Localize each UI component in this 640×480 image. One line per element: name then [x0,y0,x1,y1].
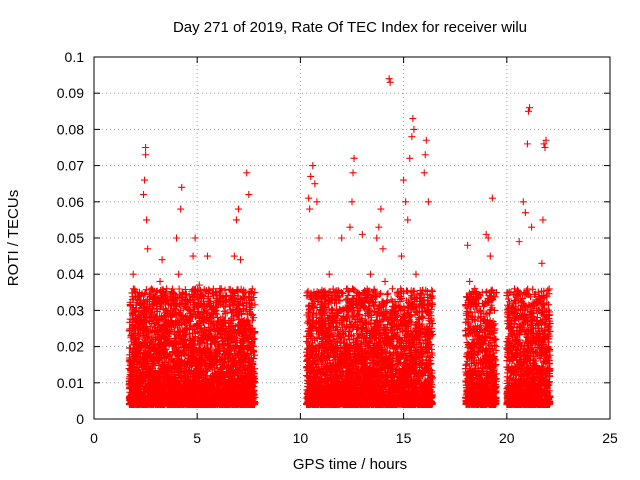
data-point-cloud [125,285,554,409]
cloud-point [175,285,183,293]
cloud-point [383,290,391,298]
chart-title: Day 271 of 2019, Rate Of TEC Index for r… [173,19,527,36]
cloud-point [215,341,223,349]
cloud-point [142,286,150,294]
